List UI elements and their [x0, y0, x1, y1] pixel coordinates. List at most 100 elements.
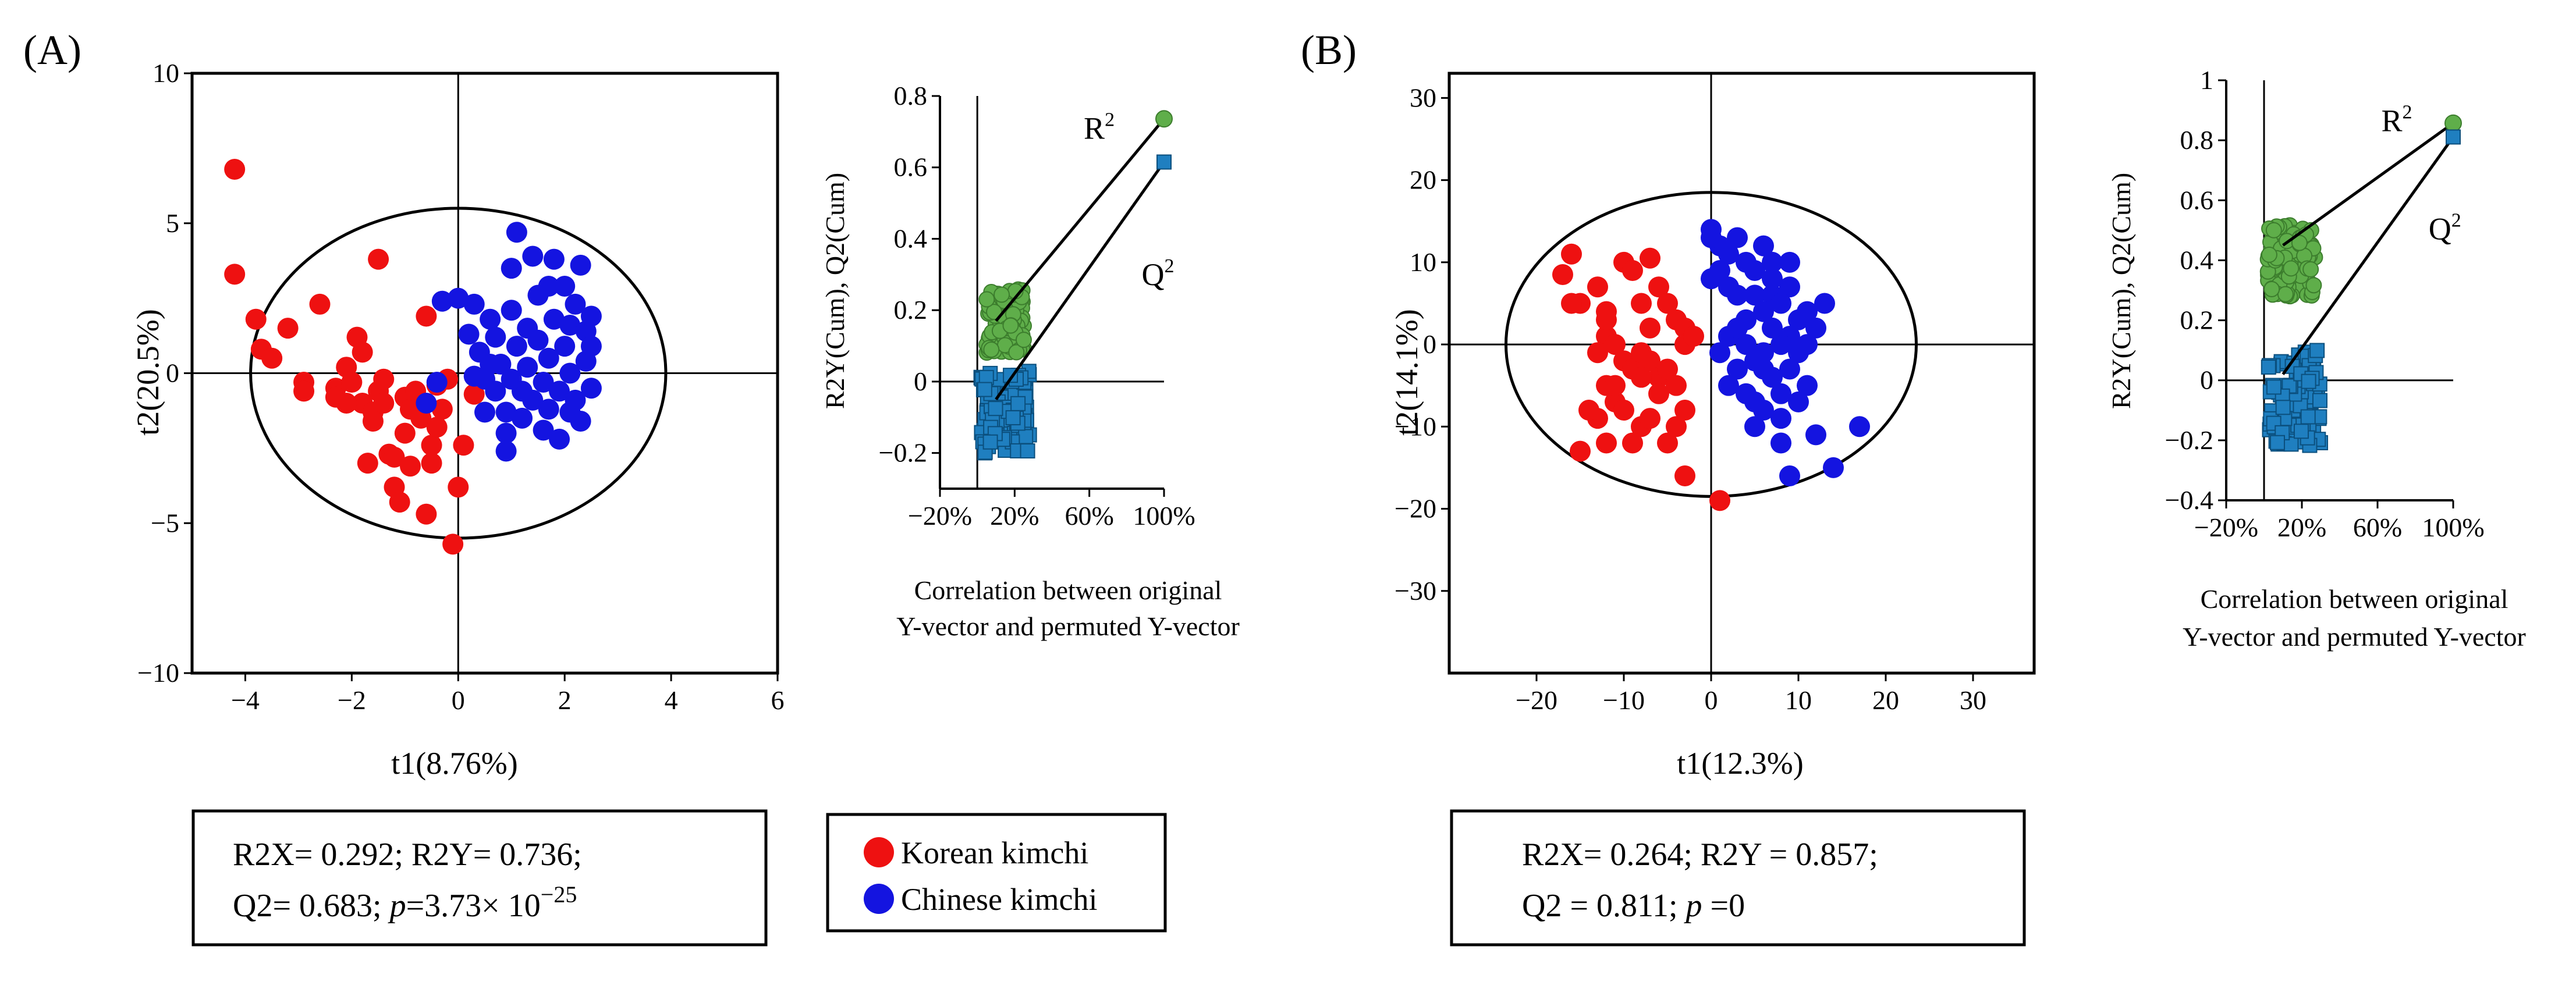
A-permutation-ytick-label: 0.4	[894, 223, 928, 253]
A-scores-chinese-point	[538, 399, 559, 420]
B-scores-ytick-label: 0	[1423, 329, 1436, 359]
A-scores-chinese-point	[501, 368, 522, 390]
B-permutation-xtick-label: 100%	[2422, 513, 2484, 542]
a-scores-ylabel: t2(20.5%)	[130, 309, 165, 435]
B-scores-chinese-point	[1849, 416, 1870, 437]
b-perm-xlabel-line1: Correlation between original	[2201, 584, 2508, 614]
B-permutation-ytick-label: 0.6	[2180, 185, 2214, 215]
B-scores-chinese-point	[1805, 317, 1826, 339]
A-scores-korean-point	[362, 410, 384, 432]
B-permutation-ytick-label: 1	[2200, 65, 2213, 95]
B-scores-ytick-label: 30	[1410, 83, 1436, 112]
a-perm-xlabel-line1: Correlation between original	[914, 575, 1222, 605]
A-scores-chinese-point	[538, 276, 559, 297]
B-scores-korean-point	[1570, 440, 1591, 462]
A-scores-ytick-label: 0	[166, 358, 179, 388]
A-permutation-r2-regression-line	[995, 118, 1165, 322]
A-scores-chinese-point	[501, 300, 522, 321]
B-scores-korean-point	[1587, 342, 1608, 364]
A-permutation-r2-label: R2	[1084, 109, 1115, 146]
A-scores-chinese-point	[480, 354, 501, 375]
B-permutation-ytick-label: 0.8	[2180, 125, 2214, 155]
A-permutation-xtick-label: 20%	[990, 501, 1039, 531]
B-permutation-q2-permutation-point	[2300, 409, 2316, 425]
A-scores-chinese-point	[474, 401, 495, 423]
B-scores-chinese-point	[1814, 293, 1835, 314]
B-scores-chinese-point	[1797, 375, 1818, 396]
A-scores-xtick-label: −4	[231, 685, 260, 715]
B-scores-korean-point	[1657, 293, 1678, 314]
A-scores-chinese-point	[501, 258, 522, 279]
A-scores-korean-point	[399, 456, 421, 477]
B-scores-chinese-point	[1753, 358, 1774, 380]
A-scores-chinese-point	[458, 323, 480, 345]
B-scores-korean-point	[1640, 317, 1660, 339]
A-scores-chinese-point	[559, 362, 581, 384]
B-scores-chinese-point	[1770, 383, 1791, 404]
B-permutation-r2-label: R2	[2382, 102, 2412, 138]
A-scores-chinese-point	[485, 380, 506, 402]
B-scores-chinese-point	[1727, 227, 1748, 248]
A-permutation-ytick-label: −0.2	[879, 438, 927, 468]
B-permutation-r2-permutation-point	[2291, 234, 2308, 251]
B-scores-korean-point	[1578, 400, 1599, 421]
B-scores-korean-point	[1640, 247, 1660, 269]
A-scores-xtick-label: 2	[558, 685, 572, 715]
b-perm-xlabel-line2: Y-vector and permuted Y-vector	[2183, 622, 2526, 652]
A-scores-korean-point	[357, 453, 378, 474]
A-scores-chinese-point	[495, 440, 517, 462]
legend: Korean kimchi Chinese kimchi	[826, 813, 1167, 933]
B-permutation-q2-label: Q2	[2429, 209, 2461, 246]
A-scores-chinese-point	[554, 336, 576, 357]
B-permutation-ytick-label: −0.2	[2165, 425, 2213, 455]
B-scores-chinese-point	[1753, 301, 1774, 322]
B-permutation-xtick-label: 60%	[2353, 513, 2402, 542]
A-scores-chinese-point	[570, 254, 591, 276]
A-permutation-q2-permutation-point	[1005, 410, 1021, 426]
B-permutation-xtick-label: −20%	[2194, 513, 2258, 542]
A-scores-chinese-point	[543, 308, 565, 330]
chart-b-permutation: −20% 20% 60% 100% −0.4 −0.2 0 0.2 0.4 0.6 0.8 1 R2 Q…	[2106, 65, 2526, 652]
B-scores-korean-point	[1683, 325, 1704, 347]
A-scores-korean-point	[426, 417, 448, 438]
A-scores-korean-point	[394, 422, 416, 444]
A-scores-chinese-point	[538, 347, 559, 369]
A-scores-korean-point	[224, 158, 246, 180]
A-scores-ytick-label: −5	[151, 508, 179, 538]
B-scores-frame	[1447, 72, 2036, 675]
A-scores-korean-point	[421, 435, 442, 456]
A-scores-ytick-label: 5	[166, 208, 179, 238]
A-scores-korean-point	[373, 368, 395, 390]
B-scores-xtick-label: −20	[1516, 685, 1557, 715]
a-perm-ylabel: R2Y(Cum), Q2(Cum)	[820, 173, 850, 409]
A-scores-chinese-point	[426, 371, 448, 393]
B-scores-chinese-point	[1779, 276, 1800, 298]
B-scores-korean-point	[1640, 408, 1660, 429]
B-scores-chinese-point	[1701, 268, 1722, 290]
B-scores-chinese-point	[1744, 391, 1765, 412]
legend-korean-marker	[864, 837, 894, 867]
B-scores-korean-point	[1596, 432, 1617, 454]
a-scores-xlabel: t1(8.76%)	[391, 746, 517, 781]
B-permutation-ytick-label: 0.4	[2180, 245, 2214, 275]
B-permutation-r2-regression-line	[2282, 122, 2454, 247]
A-scores-korean-point	[416, 503, 437, 525]
A-scores-chinese-point	[506, 336, 527, 357]
A-scores-korean-point	[352, 341, 373, 363]
A-scores-xtick-label: 6	[771, 685, 785, 715]
B-scores-korean-point	[1640, 350, 1660, 372]
A-scores-chinese-point	[448, 287, 469, 309]
B-scores-chinese-point	[1779, 465, 1800, 487]
A-scores-chinese-point	[580, 305, 602, 327]
A-permutation-r2-permutation-point	[1008, 344, 1025, 361]
A-scores-korean-point	[442, 533, 464, 555]
B-permutation-r2-permutation-point	[2277, 286, 2294, 303]
B-scores-korean-point	[1666, 375, 1687, 396]
A-scores-korean-point	[309, 293, 331, 315]
A-scores-chinese-point	[463, 293, 485, 315]
A-scores-chinese-point	[431, 290, 453, 312]
A-permutation-ytick-label: 0.2	[894, 295, 928, 325]
A-permutation-ytick-label: 0	[914, 367, 927, 396]
B-scores-chinese-point	[1762, 251, 1783, 273]
B-scores-chinese-point	[1744, 284, 1765, 306]
